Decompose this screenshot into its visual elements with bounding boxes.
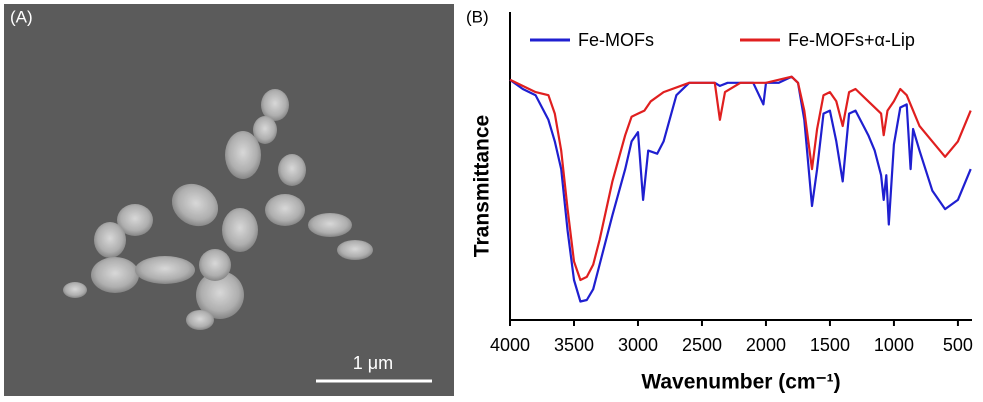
panel-label: (A): [10, 7, 33, 26]
legend-label: Fe-MOFs+α-Lip: [788, 30, 915, 50]
legend-label: Fe-MOFs: [578, 30, 654, 50]
x-tick-label: 1500: [810, 335, 850, 355]
x-tick-label: 3500: [554, 335, 594, 355]
x-tick-label: 1000: [874, 335, 914, 355]
y-axis-label: Transmittance: [471, 115, 494, 257]
x-tick-label: 2500: [682, 335, 722, 355]
x-tick-label: 500: [943, 335, 973, 355]
x-tick-label: 3000: [618, 335, 658, 355]
panel-label: (B): [466, 7, 489, 26]
x-tick-label: 4000: [490, 335, 530, 355]
scale-bar-label: 1 μm: [353, 353, 393, 373]
sem-image: [4, 4, 454, 396]
x-axis-label: Wavenumber (cm⁻¹): [641, 371, 840, 394]
spectrum-line: [509, 75, 972, 282]
x-tick-label: 2000: [746, 335, 786, 355]
spectrum-line: [509, 75, 972, 303]
